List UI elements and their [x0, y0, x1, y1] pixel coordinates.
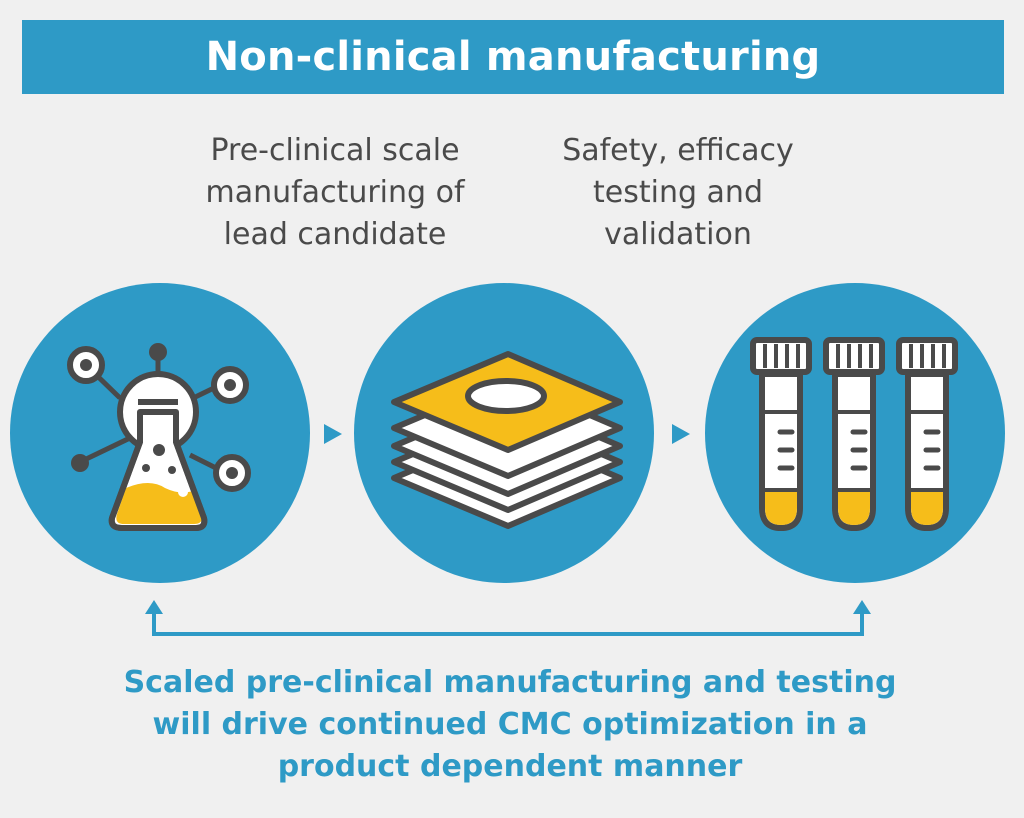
arrow-right-icon: [672, 424, 690, 444]
stacked-plates-icon: [391, 351, 623, 529]
page-title: Non-clinical manufacturing: [205, 34, 821, 80]
test-tubes-icon: [750, 337, 958, 532]
test-tube-icon: [750, 337, 812, 532]
arrow-right-icon: [324, 424, 342, 444]
step-1-caption: Pre-clinical scale manufacturing of lead…: [205, 133, 465, 252]
arrow-up-icon: [853, 600, 871, 614]
feedback-arrow: [152, 612, 864, 636]
test-tube-icon: [896, 337, 958, 532]
arrow-up-icon: [145, 600, 163, 614]
test-tube-icon: [823, 337, 885, 532]
footer-note: Scaled pre-clinical manufacturing and te…: [123, 665, 897, 784]
step-3-caption: Safety, efficacy testing and validation: [562, 133, 794, 252]
flask-molecule-icon: [67, 343, 251, 531]
header-banner: Non-clinical manufacturing: [22, 20, 1004, 94]
